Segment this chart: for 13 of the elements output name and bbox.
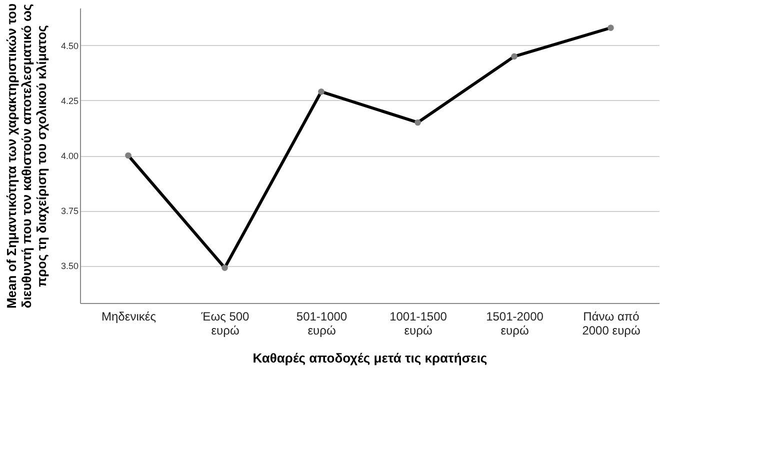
x-tick-label: Μηδενικές	[102, 310, 156, 324]
y-tick-label: 3.75	[60, 206, 78, 216]
x-tick-label: 1001-1500 ευρώ	[390, 310, 448, 338]
y-axis-title: Mean of Σημαντικότητα των χαρακτηριστικών του διευθυντή που τον καθιστούν αποτελεσματικό ως προς τη διαχείριση του σχολικού κλίματος	[4, 3, 49, 309]
x-tick-label: Έως 500 ευρώ	[200, 310, 250, 338]
y-tick-label: 3.50	[60, 261, 78, 272]
y-tick-label: 4.50	[60, 40, 78, 51]
x-tick-label: 501-1000 ευρώ	[296, 310, 348, 338]
y-tick-label: 4.25	[60, 96, 78, 106]
x-axis-title: Καθαρές αποδοχές μετά τις κρατήσεις	[252, 350, 488, 366]
y-tick-label: 4.00	[60, 151, 78, 161]
x-tick-label: Πάνω από 2000 ευρώ	[582, 310, 640, 338]
x-tick-label: 1501-2000 ευρώ	[486, 310, 544, 338]
